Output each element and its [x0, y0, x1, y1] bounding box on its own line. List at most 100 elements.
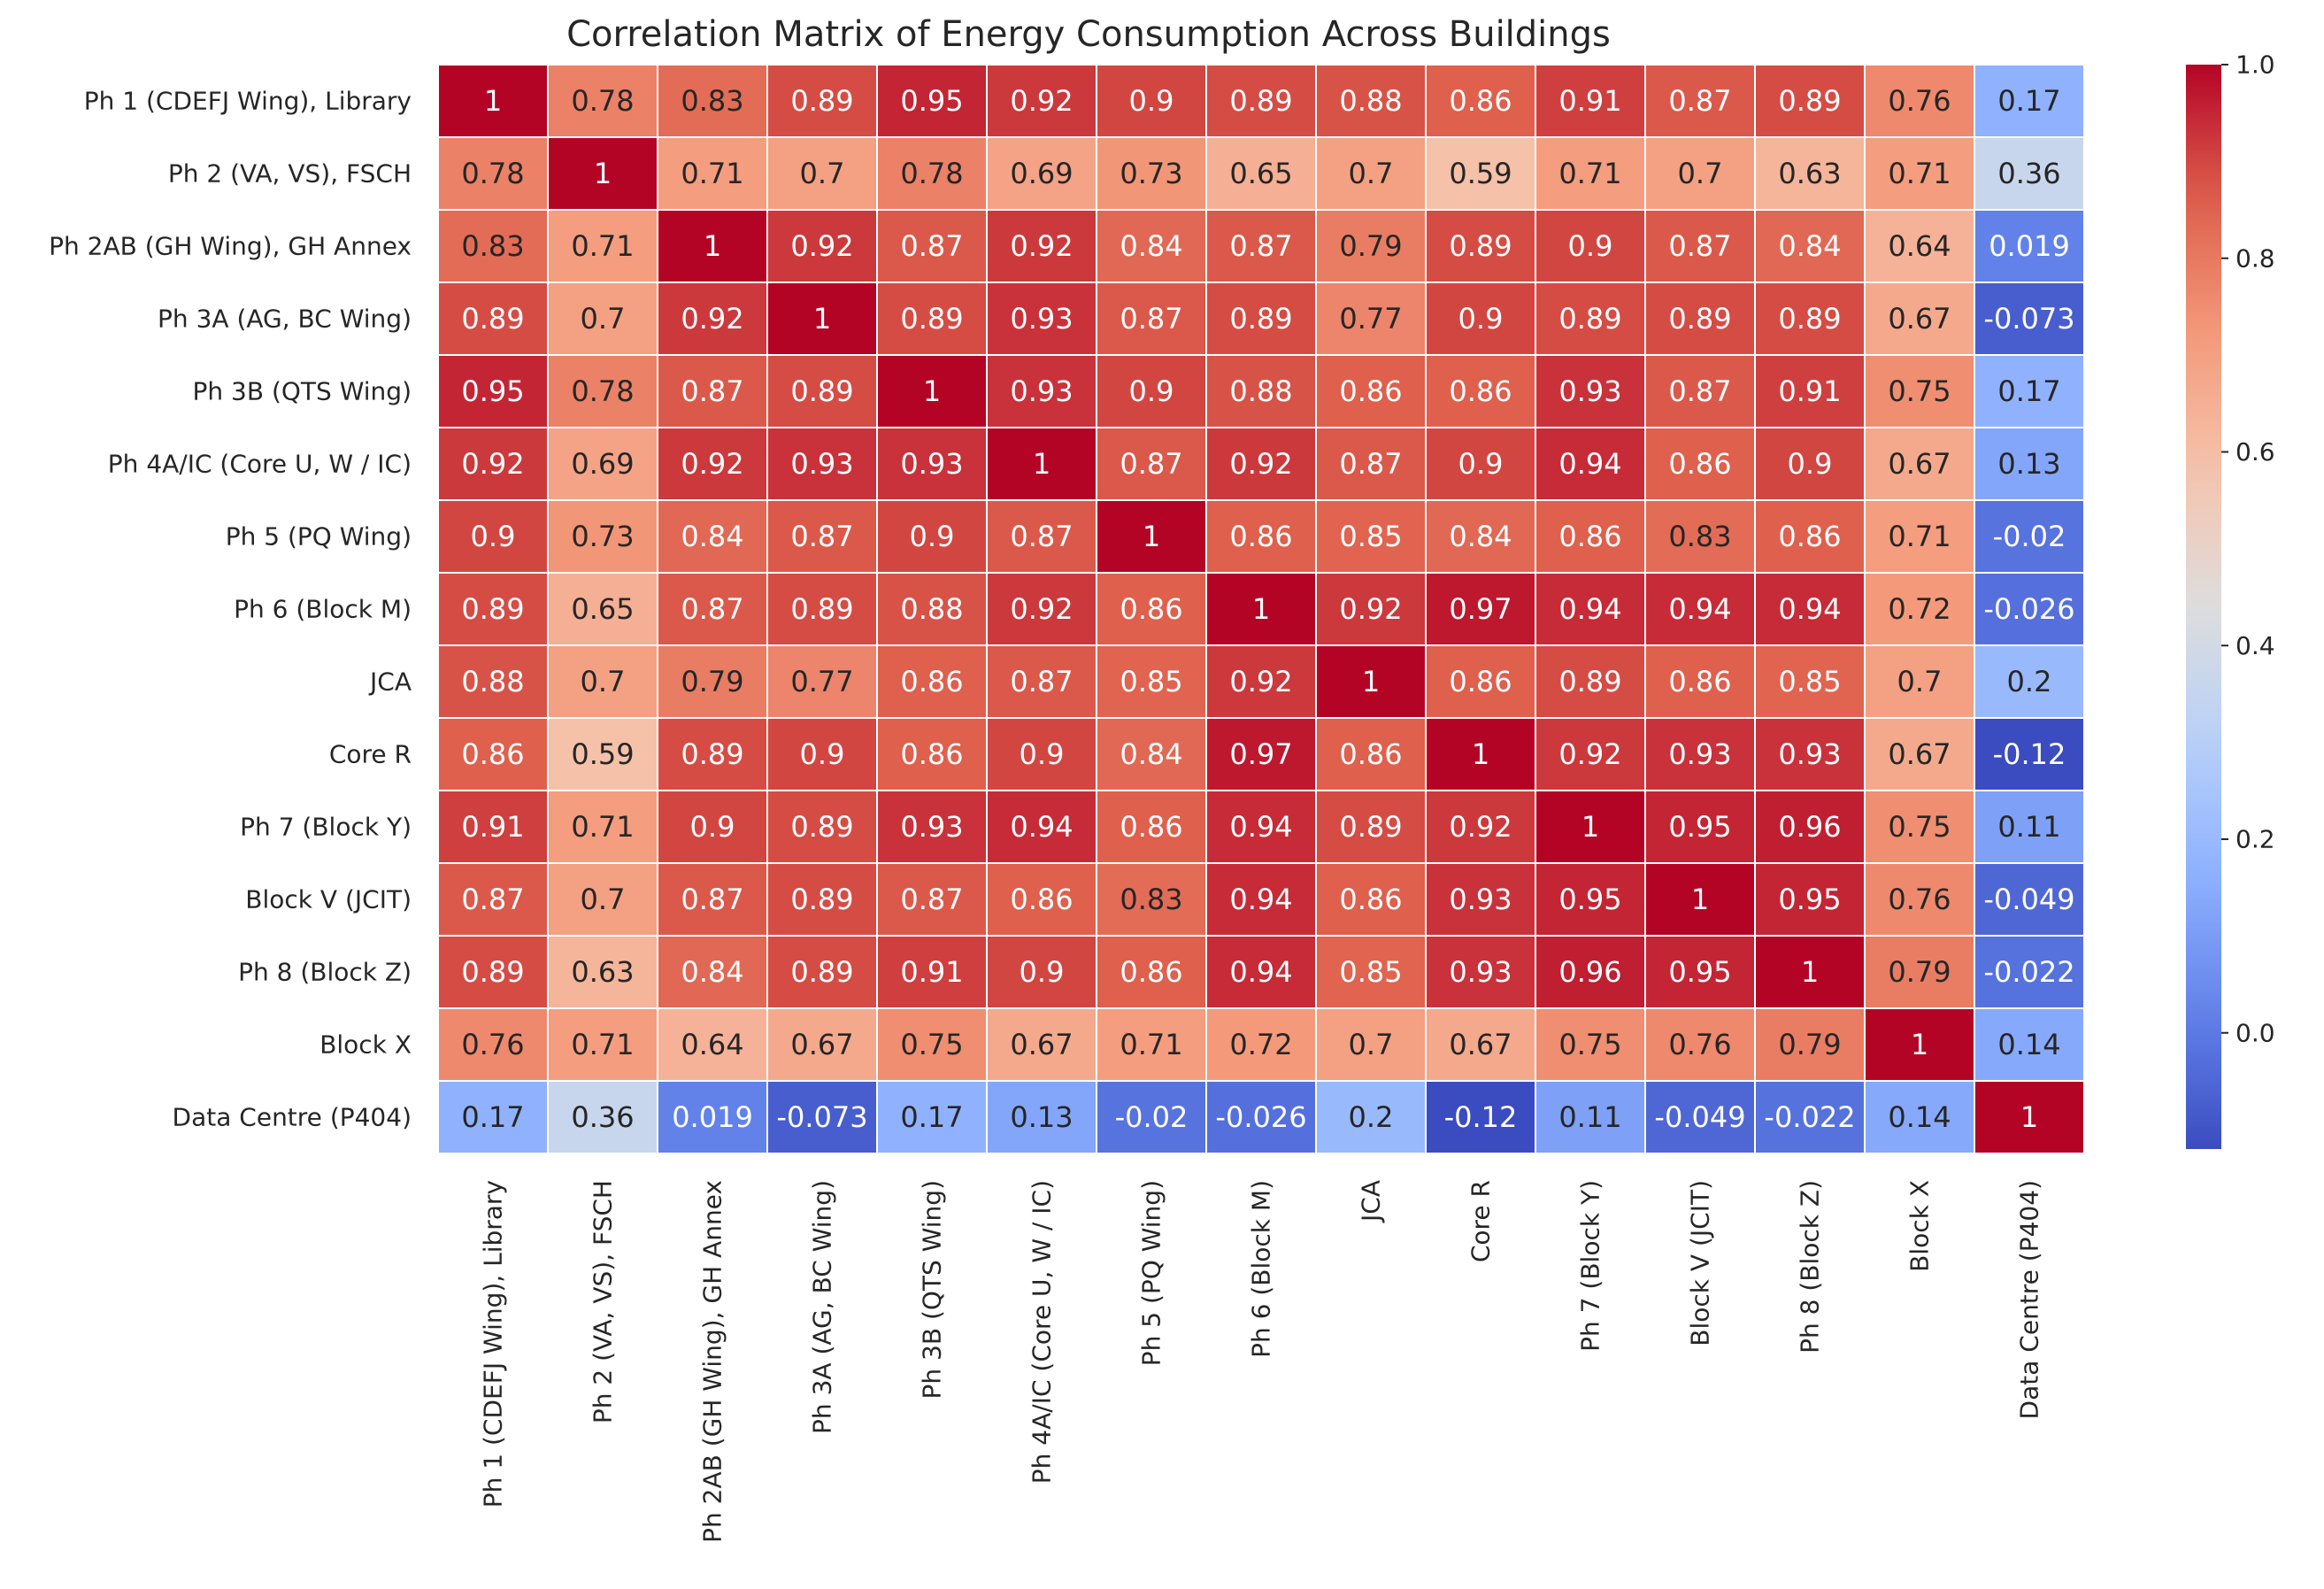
- cell-value-label: 0.9: [1020, 955, 1065, 989]
- cell-value-label: 0.84: [1778, 229, 1841, 263]
- cell-value-label: 0.86: [1668, 665, 1731, 698]
- heatmap-cell: [986, 354, 1097, 428]
- heatmap-cell: [547, 572, 658, 646]
- heatmap-cell: [437, 790, 549, 864]
- cell-value-label: 0.89: [681, 737, 743, 771]
- column-label: Ph 1 (CDEFJ Wing), Library: [479, 1180, 508, 1508]
- heatmap-cell: [657, 282, 768, 356]
- cell-value-label: 0.71: [1888, 520, 1951, 553]
- cell-value-label: -0.022: [1764, 1100, 1855, 1134]
- cell-value-label: 0.87: [681, 883, 743, 916]
- cell-value-label: 0.92: [1010, 592, 1073, 626]
- heatmap-cell: [1315, 427, 1427, 501]
- cell-value-label: 0.7: [1349, 1028, 1394, 1061]
- cell-value-label: 0.88: [1339, 84, 1402, 118]
- column-label: Block V (JCIT): [1686, 1180, 1715, 1346]
- heatmap-cell: [1974, 717, 2085, 791]
- column-label: Ph 8 (Block Z): [1796, 1180, 1825, 1354]
- cell-value-label: 0.86: [1120, 810, 1182, 844]
- cell-value-label: 0.96: [1778, 810, 1841, 844]
- heatmap-cell: [1864, 935, 1975, 1009]
- heatmap-cell: [547, 644, 658, 719]
- heatmap-cell: [766, 717, 878, 791]
- cell-value-label: 0.93: [1449, 955, 1512, 989]
- heatmap-cell: [1096, 499, 1207, 574]
- cell-value-label: 0.7: [581, 665, 626, 698]
- cell-value-label: 0.89: [461, 592, 524, 626]
- heatmap-cell: [1205, 136, 1317, 211]
- cell-value-label: 0.17: [461, 1100, 524, 1134]
- cell-value-label: 0.94: [1010, 810, 1073, 844]
- heatmap-cell: [766, 644, 878, 719]
- row-label: Block V (JCIT): [245, 885, 412, 914]
- heatmap-cell: [1644, 1080, 1756, 1154]
- heatmap-cell: [1535, 282, 1646, 356]
- cell-value-label: 0.87: [681, 374, 743, 408]
- heatmap-cell: [1974, 862, 2085, 937]
- cell-value-label: 0.94: [1558, 447, 1621, 481]
- cell-value-label: 0.64: [1888, 229, 1951, 263]
- cell-value-label: 0.88: [1229, 374, 1292, 408]
- cell-value-label: 0.89: [1558, 665, 1621, 698]
- heatmap-cell: [1754, 1007, 1866, 1082]
- cell-value-label: 0.9: [910, 520, 955, 553]
- cell-value-label: 0.95: [1558, 883, 1621, 916]
- cell-value-label: 0.87: [1668, 229, 1731, 263]
- row-label: Ph 1 (CDEFJ Wing), Library: [84, 87, 412, 116]
- cell-value-label: 0.89: [1339, 810, 1402, 844]
- heatmap-cell: [657, 644, 768, 719]
- heatmap-cell: [547, 1080, 658, 1154]
- heatmap-cell: [1754, 862, 1866, 937]
- cell-value-label: 0.89: [900, 302, 963, 336]
- heatmap-cell: [437, 136, 549, 211]
- cell-value-label: 0.86: [1558, 520, 1621, 553]
- cell-value-label: 0.89: [1229, 84, 1292, 118]
- heatmap-cell: [1205, 935, 1317, 1009]
- heatmap-cell: [657, 136, 768, 211]
- heatmap-cell: [437, 499, 549, 574]
- cell-value-label: 0.93: [790, 447, 853, 481]
- cell-value-label: 0.13: [1010, 1100, 1073, 1134]
- heatmap-cell: [547, 64, 658, 138]
- heatmap-cell: [437, 427, 549, 501]
- cell-value-label: 0.93: [1010, 302, 1073, 336]
- heatmap-cell: [1535, 717, 1646, 791]
- heatmap-cell: [1974, 209, 2085, 283]
- heatmap-cell: [1644, 64, 1756, 138]
- heatmap-cell: [1864, 64, 1975, 138]
- cell-value-label: 0.69: [1010, 157, 1073, 190]
- heatmap-cell: [1096, 935, 1207, 1009]
- cell-value-label: 0.87: [900, 883, 963, 916]
- heatmap-cell: [437, 644, 549, 719]
- heatmap-cell: [876, 282, 988, 356]
- cell-value-label: 0.67: [1888, 302, 1951, 336]
- cell-value-label: 0.97: [1229, 737, 1292, 771]
- cell-value-label: 0.91: [461, 810, 524, 844]
- heatmap-cell: [657, 572, 768, 646]
- row-label: Ph 3A (AG, BC Wing): [158, 305, 412, 334]
- cell-value-label: 0.92: [1339, 592, 1402, 626]
- heatmap-cell: [1754, 499, 1866, 574]
- cell-value-label: 1: [1801, 955, 1819, 989]
- column-label: Ph 3A (AG, BC Wing): [808, 1180, 837, 1434]
- cell-value-label: 0.92: [1229, 447, 1292, 481]
- heatmap-cell: [1205, 499, 1317, 574]
- heatmap-cell: [1535, 1007, 1646, 1082]
- cell-value-label: 0.7: [800, 157, 845, 190]
- heatmap-cell: [1535, 862, 1646, 937]
- row-label: Ph 5 (PQ Wing): [226, 522, 412, 552]
- cell-value-label: 0.64: [681, 1028, 743, 1061]
- cell-value-label: 0.93: [900, 810, 963, 844]
- cell-value-label: 0.9: [800, 737, 845, 771]
- cell-value-label: 0.86: [900, 737, 963, 771]
- heatmap-cell: [1974, 644, 2085, 719]
- heatmap-cell: [437, 935, 549, 1009]
- heatmap-cell: [876, 572, 988, 646]
- heatmap-cell: [986, 209, 1097, 283]
- heatmap-cell: [1425, 64, 1536, 138]
- heatmap-cell: [547, 790, 658, 864]
- cell-value-label: 0.89: [461, 955, 524, 989]
- heatmap-cell: [1864, 136, 1975, 211]
- cell-value-label: 1: [1691, 883, 1709, 916]
- heatmap-cell: [547, 1007, 658, 1082]
